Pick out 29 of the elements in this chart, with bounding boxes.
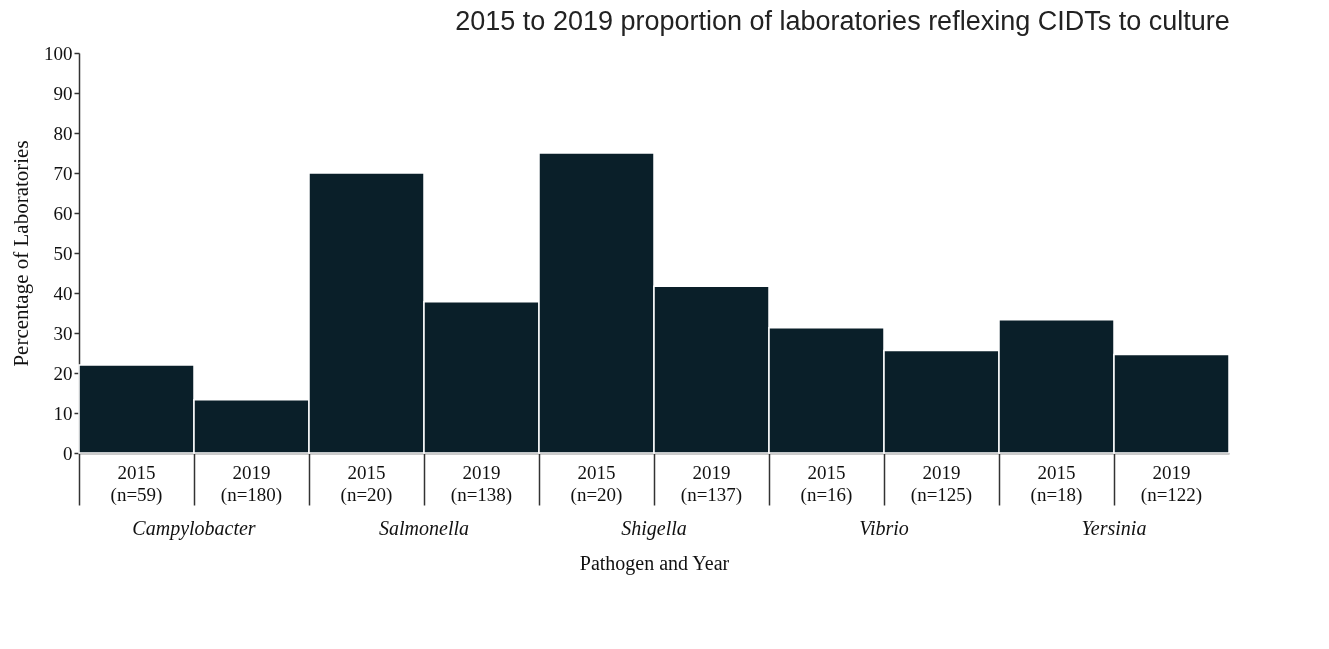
chart-title: 2015 to 2019 proportion of laboratories reflexing CIDTs to culture — [455, 6, 1230, 36]
x-tick-label: 2019 (n=138) — [450, 461, 513, 506]
x-tick-label: 2015 (n=18) — [1030, 461, 1083, 506]
x-tick-label: 2015 (n=20) — [570, 461, 623, 506]
y-tick-label: 80 — [53, 122, 73, 144]
y-tick-label: 10 — [53, 402, 73, 424]
x-axis-title: Pathogen and Year — [579, 552, 730, 576]
x-tick-label: 2015 (n=20) — [340, 461, 393, 506]
y-tick-label: 100 — [44, 42, 73, 64]
x-tick-label: 2019 (n=125) — [910, 461, 973, 506]
y-tick-label: 20 — [53, 362, 73, 384]
y-axis-title: Percentage of Laboratories — [9, 140, 33, 367]
text: Shigella — [621, 517, 687, 540]
x-tick-label: 2019 (n=137) — [680, 461, 743, 506]
y-tick-label: 30 — [53, 322, 73, 344]
y-tick-label: 40 — [53, 282, 73, 304]
y-tick-label: 0 — [63, 442, 73, 464]
y-tick-label: 70 — [53, 162, 73, 184]
y-tick-label: 50 — [53, 242, 73, 264]
text: Vibrio — [859, 517, 909, 539]
text: Salmonella — [379, 517, 469, 539]
x-tick-label: 2015 (n=59) — [110, 461, 163, 506]
text: Yersinia — [1081, 517, 1147, 539]
y-tick-label: 90 — [53, 82, 73, 104]
x-tick-label: 2019 (n=180) — [220, 461, 283, 506]
y-tick-label: 60 — [53, 202, 73, 224]
x-tick-label: 2019 (n=122) — [1140, 461, 1203, 506]
x-tick-label: 2015 (n=16) — [800, 461, 853, 506]
text: Campylobacter — [132, 517, 256, 540]
